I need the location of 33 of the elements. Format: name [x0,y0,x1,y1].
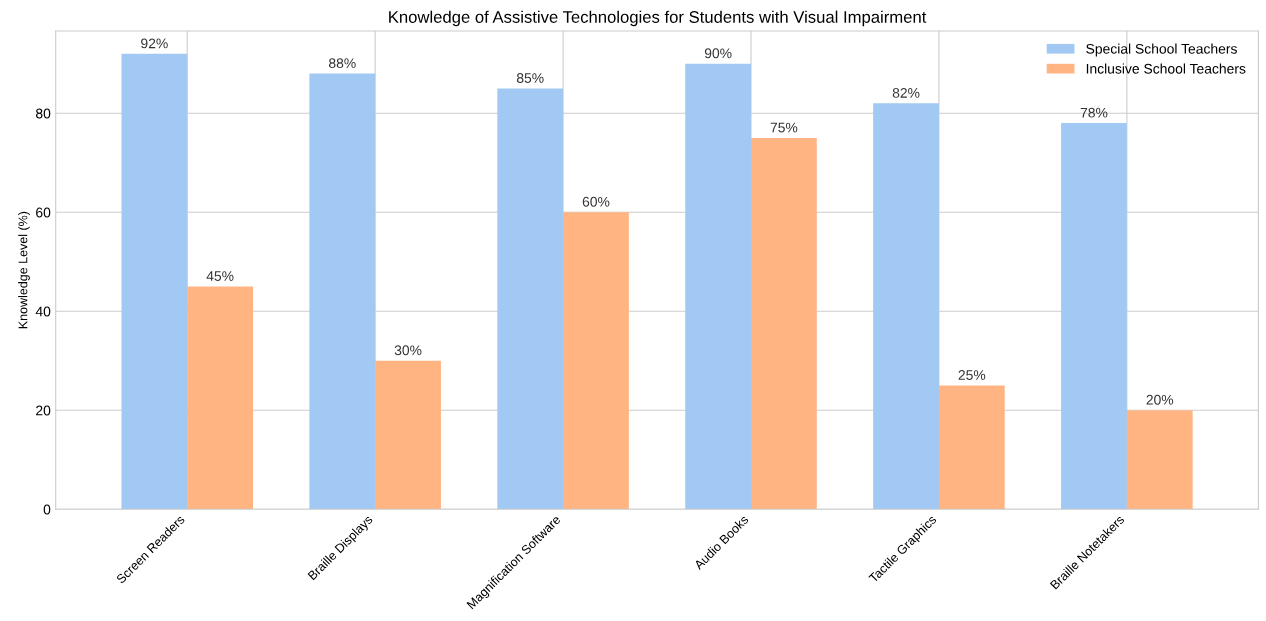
bar [187,286,254,510]
data-label: 45% [206,271,234,281]
bar [121,53,188,510]
data-label: 30% [394,345,422,356]
data-label: 90% [704,48,732,59]
bar [873,103,939,510]
legend-label: Special School Teachers [1086,43,1237,57]
chart-title: Knowledge of Assistive Technologies for Students with Visual Impairment [389,10,927,27]
data-label: 60% [582,196,610,207]
bar [938,385,1005,510]
bar [375,360,441,510]
bar [1061,123,1127,510]
data-label: 82% [892,87,920,98]
legend-label: Inclusive School Teachers [1086,63,1246,74]
bar [563,212,629,510]
y-tick-label: 40 [35,306,51,317]
data-label: 78% [1080,107,1108,118]
data-label: 92% [141,38,168,49]
data-label: 75% [770,122,798,133]
y-axis-title: Knowledge Level (%) [18,211,30,329]
bar [309,73,376,510]
y-tick-label: 0 [43,504,51,515]
bar [751,137,817,510]
bar [1126,410,1193,510]
bar [497,88,564,510]
data-label: 85% [516,73,544,83]
bar [685,63,752,510]
y-tick-label: 60 [36,207,51,218]
data-label: 88% [328,58,356,69]
y-tick-label: 80 [36,108,51,119]
data-label: 25% [958,370,986,380]
data-label: 20% [1146,394,1174,405]
y-tick-label: 20 [36,405,51,416]
